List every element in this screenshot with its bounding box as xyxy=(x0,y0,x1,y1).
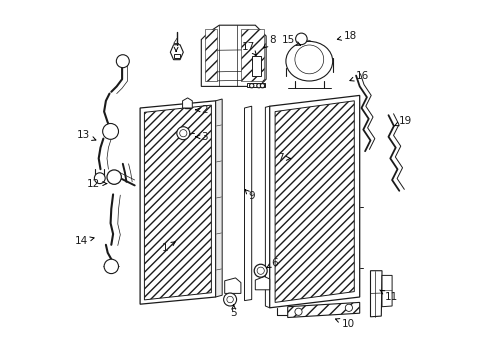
Polygon shape xyxy=(370,271,381,317)
Text: 8: 8 xyxy=(263,35,276,48)
Circle shape xyxy=(249,84,253,88)
Polygon shape xyxy=(247,83,265,87)
Polygon shape xyxy=(140,101,215,304)
Polygon shape xyxy=(170,45,183,60)
Text: 15: 15 xyxy=(281,35,300,45)
Circle shape xyxy=(345,304,352,311)
Polygon shape xyxy=(244,106,251,301)
Text: 16: 16 xyxy=(349,71,368,81)
Text: 18: 18 xyxy=(337,31,356,41)
Circle shape xyxy=(102,123,118,139)
Text: 3: 3 xyxy=(195,132,207,142)
Circle shape xyxy=(104,259,118,274)
Text: 11: 11 xyxy=(379,290,397,302)
Polygon shape xyxy=(251,56,260,76)
Polygon shape xyxy=(215,99,222,297)
Circle shape xyxy=(254,264,266,277)
Text: 5: 5 xyxy=(230,305,237,318)
Circle shape xyxy=(179,130,186,137)
Polygon shape xyxy=(381,275,391,307)
Polygon shape xyxy=(287,302,359,318)
Circle shape xyxy=(294,45,323,74)
Text: 17: 17 xyxy=(242,42,256,55)
Polygon shape xyxy=(204,29,217,81)
Circle shape xyxy=(223,293,236,306)
Polygon shape xyxy=(275,101,354,302)
Circle shape xyxy=(257,267,264,274)
Circle shape xyxy=(107,170,121,184)
Text: 1: 1 xyxy=(162,242,175,253)
Text: 14: 14 xyxy=(75,236,94,246)
Polygon shape xyxy=(182,98,192,108)
Circle shape xyxy=(177,127,189,140)
Circle shape xyxy=(94,173,105,184)
Text: 13: 13 xyxy=(76,130,96,140)
Text: 4: 4 xyxy=(172,38,179,51)
Polygon shape xyxy=(144,105,211,300)
Text: 19: 19 xyxy=(393,116,412,126)
Polygon shape xyxy=(255,276,269,290)
Circle shape xyxy=(226,296,233,303)
Text: 12: 12 xyxy=(87,179,106,189)
Text: 6: 6 xyxy=(266,258,278,268)
Circle shape xyxy=(256,84,261,88)
Circle shape xyxy=(116,55,129,68)
Polygon shape xyxy=(201,25,265,86)
Polygon shape xyxy=(241,29,264,81)
Polygon shape xyxy=(269,95,359,308)
Text: 10: 10 xyxy=(335,319,354,329)
Circle shape xyxy=(295,33,306,45)
Text: 2: 2 xyxy=(195,105,207,115)
Ellipse shape xyxy=(285,41,332,81)
Circle shape xyxy=(294,308,302,315)
Polygon shape xyxy=(174,54,179,58)
Polygon shape xyxy=(224,278,241,293)
Text: 9: 9 xyxy=(244,190,254,201)
Text: 7: 7 xyxy=(277,153,290,163)
Circle shape xyxy=(260,84,264,88)
